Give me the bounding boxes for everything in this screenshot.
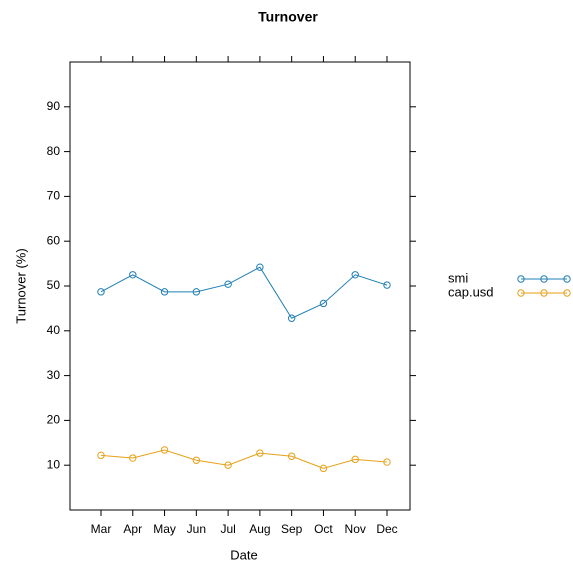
data-point (160, 446, 169, 454)
data-point (192, 456, 201, 464)
x-tick-label: May (153, 522, 176, 536)
series-line (100, 266, 388, 319)
data-point (319, 464, 328, 473)
y-axis-label: Turnover (%) (13, 248, 28, 323)
x-tick-label: Mar (91, 522, 112, 536)
x-tick-label: Dec (376, 522, 397, 536)
x-tick-label: Apr (123, 522, 142, 536)
y-tick-label: 50 (47, 278, 61, 292)
data-point (129, 454, 137, 462)
data-point (160, 288, 169, 296)
x-tick-label: Nov (345, 522, 366, 536)
data-point (224, 461, 232, 469)
legend-marker (540, 289, 548, 297)
data-point (224, 280, 232, 288)
data-point (383, 458, 391, 466)
y-tick-label: 60 (47, 233, 61, 247)
y-tick-label: 90 (47, 99, 61, 113)
y-tick-label: 30 (47, 368, 61, 382)
data-point (97, 451, 105, 460)
legend-marker (540, 275, 548, 283)
y-tick-label: 20 (47, 413, 61, 427)
legend-marker (517, 275, 525, 283)
data-point (319, 299, 328, 308)
x-tick-label: Jun (187, 522, 206, 536)
x-tick-label: Oct (314, 522, 333, 536)
y-tick-label: 70 (47, 189, 61, 203)
y-tick-label: 80 (47, 144, 61, 158)
panel-border (69, 61, 411, 511)
data-point (351, 455, 359, 464)
data-point (129, 271, 137, 279)
legend-marker (517, 289, 525, 297)
data-point (256, 263, 264, 271)
chart-title: Turnover (258, 9, 318, 25)
legend-marker (563, 275, 571, 283)
legend-label: smi (448, 270, 468, 285)
data-point (287, 452, 296, 460)
data-point (383, 281, 391, 289)
y-tick-label: 40 (47, 323, 61, 337)
y-tick-label: 10 (47, 457, 61, 471)
x-axis-label: Date (230, 547, 257, 562)
data-point (351, 271, 359, 279)
data-point (192, 288, 201, 296)
series-line (100, 449, 388, 469)
legend-marker (563, 289, 571, 297)
x-tick-label: Sep (281, 522, 303, 536)
legend-label: cap.usd (448, 284, 494, 299)
x-tick-label: Aug (249, 522, 270, 536)
data-point (97, 288, 105, 296)
data-point (287, 314, 296, 322)
data-point (256, 449, 264, 457)
x-tick-label: Jul (220, 522, 235, 536)
